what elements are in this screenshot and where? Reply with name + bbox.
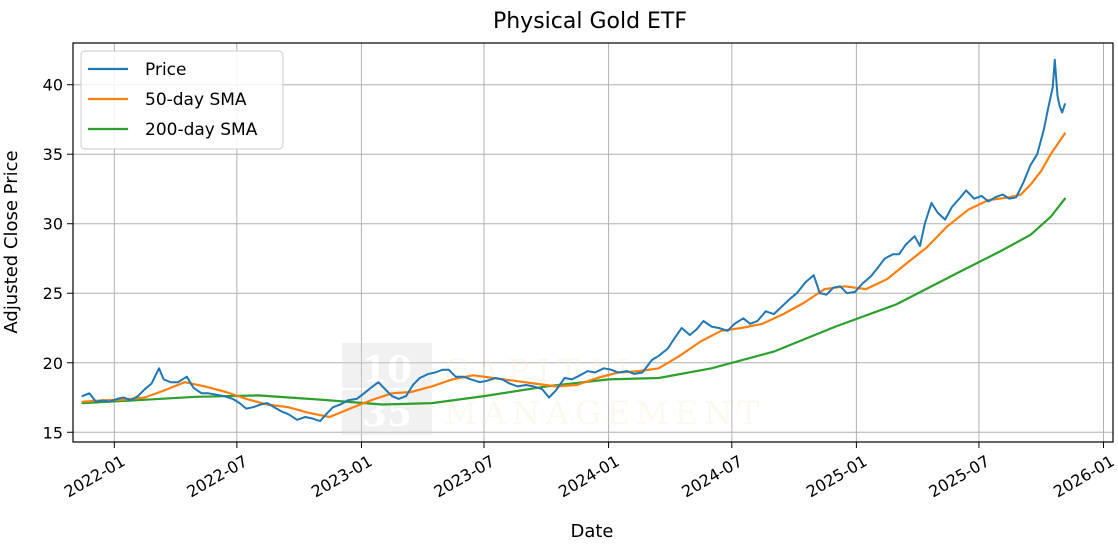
y-axis-label: Adjusted Close Price [1,150,22,333]
watermark-word-management: MANAGEMENT [444,394,765,432]
watermark-top-number: 10 [362,349,412,391]
series-line-200-day-sma [81,197,1067,406]
watermark-box [342,343,432,435]
watermark: 10 35 CAPITAL MANAGEMENT [342,343,765,435]
watermark-bottom-number: 35 [362,393,412,435]
series-line-50-day-sma [81,132,1067,419]
series-lines [81,58,1067,423]
legend-label: Price [145,60,186,80]
plot-frame [72,42,1114,443]
y-tick-label: 20 [43,354,63,373]
chart-title: Physical Gold ETF [493,9,687,34]
legend: Price 50-day SMA 200-day SMA [80,50,284,150]
y-tick-label: 25 [43,284,63,303]
y-tick-label: 35 [43,145,63,164]
legend-label: 200-day SMA [145,120,258,140]
y-tick-label: 40 [43,76,63,95]
legend-box [80,50,284,150]
grid [73,43,1113,442]
x-axis-label: Date [570,521,613,542]
legend-label: 50-day SMA [145,90,247,110]
series-line-price [81,58,1066,423]
y-tick-label: 30 [43,215,63,234]
y-tick-label: 15 [43,423,63,442]
y-axis: 15 20 25 30 35 40 [43,76,73,442]
